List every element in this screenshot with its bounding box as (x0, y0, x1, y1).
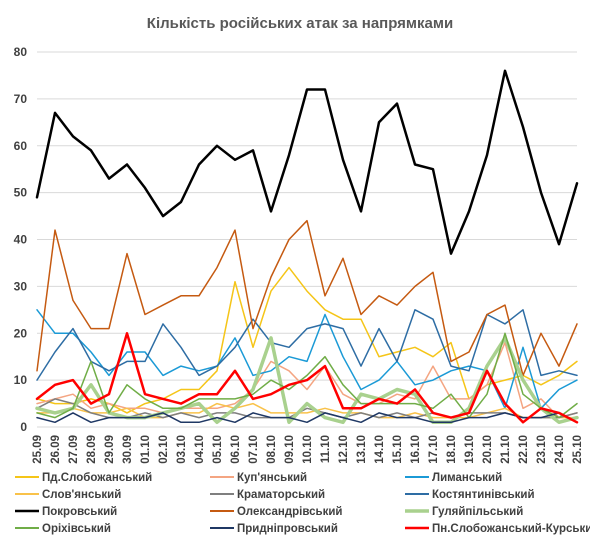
legend-label: Слов'янський (42, 489, 121, 501)
x-tick-label: 04.10 (194, 435, 206, 464)
x-tick-label: 20.10 (482, 435, 494, 464)
x-tick-label: 03.10 (176, 435, 188, 464)
x-tick-label: 02.10 (158, 435, 170, 464)
x-tick-label: 16.10 (410, 435, 422, 464)
y-axis-ticks: 0 10 20 30 40 50 60 70 80 (14, 45, 28, 434)
series-line (35, 69, 579, 255)
series-line (36, 219, 578, 377)
x-tick-label: 19.10 (464, 435, 476, 464)
y-tick-label: 60 (14, 139, 28, 153)
series-line (36, 412, 578, 424)
legend-label: Гуляйпільський (432, 506, 523, 518)
y-tick-label: 50 (14, 186, 28, 200)
x-tick-label: 17.10 (428, 435, 440, 464)
legend: Пд.Слобожанський Куп'янський Лиманський Сло… (15, 472, 590, 535)
x-tick-label: 07.10 (248, 435, 260, 464)
legend-label: Костянтинівський (432, 489, 535, 501)
series-line (36, 309, 578, 410)
x-tick-label: 26.09 (50, 435, 62, 464)
x-tick-label: 12.10 (338, 435, 350, 464)
chart-title: Кількість російських атак за напрямками (147, 15, 453, 32)
x-tick-label: 15.10 (392, 435, 404, 464)
x-tick-label: 30.09 (122, 435, 134, 464)
x-tick-label: 23.10 (536, 435, 548, 464)
y-tick-label: 80 (14, 45, 28, 59)
legend-label: Лиманський (432, 472, 502, 484)
x-tick-label: 28.09 (86, 435, 98, 464)
x-tick-label: 01.10 (140, 435, 152, 464)
x-tick-label: 08.10 (266, 435, 278, 464)
y-tick-label: 10 (14, 373, 28, 387)
y-tick-label: 20 (14, 326, 28, 340)
legend-label: Оріхівський (42, 523, 111, 535)
legend-label: Пд.Слобожанський (42, 472, 152, 484)
x-tick-label: 25.09 (32, 435, 44, 464)
x-tick-label: 25.10 (572, 435, 584, 464)
series-line (35, 332, 579, 424)
x-tick-label: 09.10 (284, 435, 296, 464)
x-tick-label: 13.10 (356, 435, 368, 464)
legend-label: Куп'янський (237, 472, 307, 484)
legend-label: Краматорський (237, 489, 325, 501)
y-tick-label: 30 (14, 279, 28, 293)
series-line (36, 309, 578, 381)
x-tick-label: 11.10 (320, 435, 332, 463)
y-tick-label: 0 (20, 420, 27, 434)
x-tick-label: 14.10 (374, 435, 386, 464)
x-tick-label: 27.09 (68, 435, 80, 464)
series-lines (35, 69, 579, 425)
legend-label: Покровський (42, 506, 117, 518)
x-tick-label: 05.10 (212, 435, 224, 464)
y-tick-label: 70 (14, 92, 28, 106)
x-tick-label: 10.10 (302, 435, 314, 464)
legend-label: Олександрівський (237, 506, 343, 518)
x-tick-label: 21.10 (500, 435, 512, 464)
x-tick-label: 22.10 (518, 435, 530, 464)
x-tick-label: 24.10 (554, 435, 566, 464)
x-axis-ticks: 25.09 26.09 27.09 28.09 29.09 30.09 01.10 02.10… (32, 435, 584, 464)
series-line (36, 332, 578, 419)
legend-label: Пн.Слобожанський-Курський (432, 523, 590, 535)
x-tick-label: 18.10 (446, 435, 458, 464)
legend-label: Придніпровський (237, 523, 338, 535)
x-tick-label: 29.09 (104, 435, 116, 464)
y-tick-label: 40 (14, 233, 28, 247)
x-tick-label: 06.10 (230, 435, 242, 464)
